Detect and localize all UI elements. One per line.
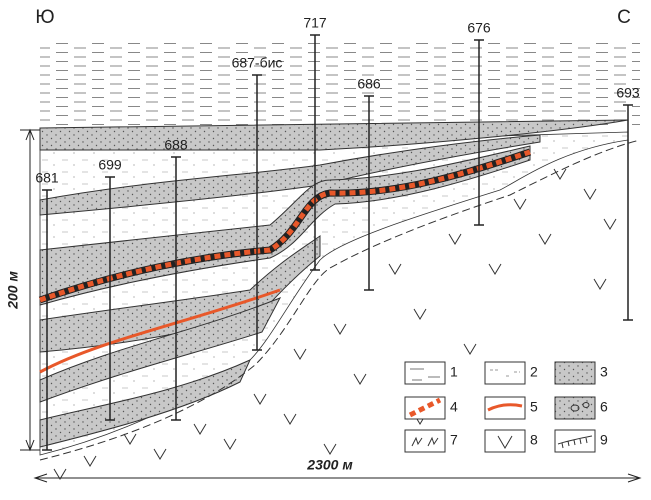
legend-label: 5 — [530, 399, 538, 415]
direction-left: Ю — [35, 7, 54, 28]
v-mark — [284, 414, 296, 424]
v-mark — [389, 264, 401, 274]
legend-label: 6 — [600, 399, 608, 415]
legend-label: 4 — [450, 399, 458, 415]
legend-label: 7 — [450, 432, 458, 448]
v-mark — [354, 374, 366, 384]
well-label: 681 — [35, 170, 59, 186]
v-mark — [294, 349, 306, 359]
horizontal-scale: 2300 м — [306, 457, 353, 473]
v-mark — [594, 279, 606, 289]
legend-label: 1 — [450, 364, 458, 380]
v-mark — [584, 189, 596, 199]
v-mark — [224, 439, 236, 449]
well-label: 699 — [98, 157, 122, 173]
v-mark — [124, 434, 136, 444]
legend-label: 3 — [600, 364, 608, 380]
well-label: 687-бис — [232, 55, 283, 71]
legend-label: 8 — [530, 432, 538, 448]
v-mark — [254, 394, 266, 404]
direction-right: С — [617, 7, 631, 28]
upper-sediments — [40, 40, 640, 128]
v-mark — [324, 444, 336, 454]
v-mark — [414, 309, 426, 319]
legend — [405, 362, 595, 452]
v-mark — [604, 219, 616, 229]
geologic-section: 681699688687-бис717686676693 Ю С 200 м 2… — [0, 0, 651, 500]
v-mark — [539, 234, 551, 244]
v-mark — [514, 199, 526, 209]
v-mark — [489, 264, 501, 274]
v-mark — [194, 424, 206, 434]
well-label: 686 — [357, 76, 381, 92]
well-label: 693 — [616, 85, 640, 101]
well-label: 688 — [164, 137, 188, 153]
well-label: 676 — [467, 20, 491, 36]
vertical-scale: 200 м — [5, 271, 21, 310]
v-mark — [554, 169, 566, 179]
v-mark — [449, 234, 461, 244]
v-mark — [84, 456, 96, 466]
v-mark — [154, 449, 166, 459]
legend-label: 9 — [600, 432, 608, 448]
legend-label: 2 — [530, 364, 538, 380]
v-mark — [334, 324, 346, 334]
v-mark — [464, 344, 476, 354]
well-label: 717 — [303, 15, 327, 31]
